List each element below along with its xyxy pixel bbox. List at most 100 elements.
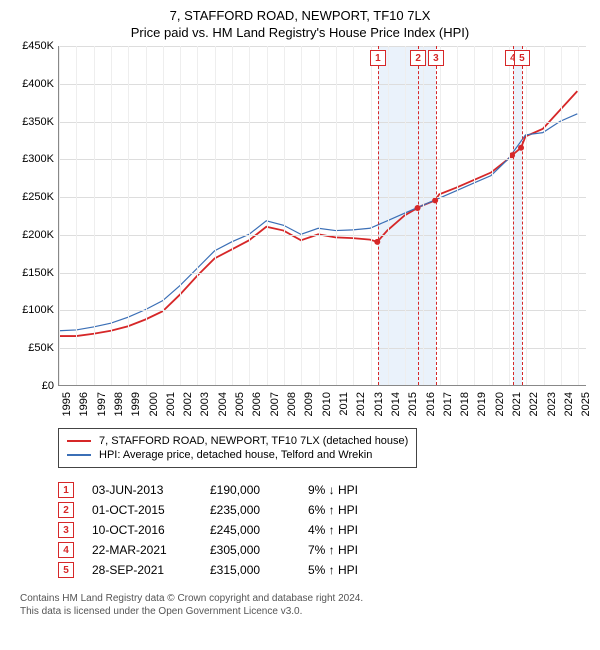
legend-label: 7, STAFFORD ROAD, NEWPORT, TF10 7LX (det…	[99, 435, 408, 447]
transaction-delta: 5% ↑ HPI	[308, 563, 418, 577]
y-axis: £0£50K£100K£150K£200K£250K£300K£350K£400…	[10, 46, 58, 386]
transaction-delta: 7% ↑ HPI	[308, 543, 418, 557]
x-tick-label: 2007	[269, 392, 281, 416]
x-tick-label: 2021	[511, 392, 523, 416]
transaction-row: 528-SEP-2021£315,0005% ↑ HPI	[58, 562, 590, 578]
x-tick-label: 2002	[182, 392, 194, 416]
x-tick-label: 2020	[494, 392, 506, 416]
gridline-v	[388, 46, 389, 385]
x-tick-label: 2011	[338, 392, 350, 416]
gridline-v	[561, 46, 562, 385]
x-tick-label: 2017	[442, 392, 454, 416]
legend-swatch	[67, 440, 91, 442]
legend-swatch	[67, 454, 91, 456]
x-tick-label: 2024	[563, 392, 575, 416]
gridline-h	[59, 159, 586, 160]
transaction-row: 103-JUN-2013£190,0009% ↓ HPI	[58, 482, 590, 498]
transaction-price: £235,000	[210, 503, 290, 517]
gridline-h	[59, 46, 586, 47]
gridline-v	[492, 46, 493, 385]
gridline-v	[526, 46, 527, 385]
transaction-row-badge: 5	[58, 562, 74, 578]
series-svg	[59, 46, 586, 385]
transaction-vline	[513, 46, 514, 385]
transaction-date: 10-OCT-2016	[92, 523, 192, 537]
gridline-v	[509, 46, 510, 385]
gridline-v	[301, 46, 302, 385]
y-tick-label: £400K	[22, 78, 54, 90]
transaction-date: 01-OCT-2015	[92, 503, 192, 517]
transaction-row-badge: 2	[58, 502, 74, 518]
x-tick-label: 2015	[407, 392, 419, 416]
gridline-h	[59, 122, 586, 123]
gridline-v	[423, 46, 424, 385]
chart-container: 7, STAFFORD ROAD, NEWPORT, TF10 7LX Pric…	[0, 0, 600, 650]
x-tick-label: 2010	[321, 392, 333, 416]
transaction-row-badge: 3	[58, 522, 74, 538]
y-tick-label: £450K	[22, 40, 54, 52]
x-tick-label: 1997	[96, 392, 108, 416]
gridline-v	[440, 46, 441, 385]
y-tick-label: £100K	[22, 304, 54, 316]
gridline-v	[180, 46, 181, 385]
transaction-delta: 9% ↓ HPI	[308, 483, 418, 497]
legend-row: HPI: Average price, detached house, Telf…	[67, 449, 408, 461]
x-tick-label: 2022	[528, 392, 540, 416]
transaction-delta: 4% ↑ HPI	[308, 523, 418, 537]
x-tick-label: 1998	[113, 392, 125, 416]
transaction-badge: 3	[428, 50, 444, 66]
gridline-v	[111, 46, 112, 385]
gridline-v	[336, 46, 337, 385]
gridline-v	[59, 46, 60, 385]
y-tick-label: £250K	[22, 191, 54, 203]
gridline-v	[76, 46, 77, 385]
gridline-v	[215, 46, 216, 385]
title-main: 7, STAFFORD ROAD, NEWPORT, TF10 7LX	[10, 8, 590, 23]
x-tick-label: 1996	[78, 392, 90, 416]
gridline-h	[59, 197, 586, 198]
transaction-date: 22-MAR-2021	[92, 543, 192, 557]
transaction-delta: 6% ↑ HPI	[308, 503, 418, 517]
x-tick-label: 2013	[373, 392, 385, 416]
y-tick-label: £0	[42, 380, 54, 392]
gridline-v	[163, 46, 164, 385]
x-tick-label: 2004	[217, 392, 229, 416]
transaction-vline	[378, 46, 379, 385]
transaction-badge: 5	[514, 50, 530, 66]
x-tick-label: 2025	[580, 392, 592, 416]
x-tick-label: 2014	[390, 392, 402, 416]
x-tick-label: 1995	[61, 392, 73, 416]
x-tick-label: 2009	[303, 392, 315, 416]
gridline-v	[146, 46, 147, 385]
y-tick-label: £350K	[22, 116, 54, 128]
title-sub: Price paid vs. HM Land Registry's House …	[10, 25, 590, 40]
transaction-price: £190,000	[210, 483, 290, 497]
legend-row: 7, STAFFORD ROAD, NEWPORT, TF10 7LX (det…	[67, 435, 408, 447]
x-tick-label: 2003	[199, 392, 211, 416]
titles: 7, STAFFORD ROAD, NEWPORT, TF10 7LX Pric…	[10, 8, 590, 40]
y-tick-label: £150K	[22, 267, 54, 279]
gridline-v	[371, 46, 372, 385]
transaction-vline	[418, 46, 419, 385]
gridline-v	[94, 46, 95, 385]
gridline-v	[405, 46, 406, 385]
x-tick-label: 2006	[251, 392, 263, 416]
legend-label: HPI: Average price, detached house, Telf…	[99, 449, 372, 461]
x-tick-label: 1999	[130, 392, 142, 416]
transaction-row-badge: 4	[58, 542, 74, 558]
x-tick-label: 2012	[355, 392, 367, 416]
transaction-date: 28-SEP-2021	[92, 563, 192, 577]
y-tick-label: £300K	[22, 153, 54, 165]
gridline-v	[284, 46, 285, 385]
transaction-badge: 2	[410, 50, 426, 66]
gridline-h	[59, 84, 586, 85]
x-tick-label: 2018	[459, 392, 471, 416]
x-tick-label: 2005	[234, 392, 246, 416]
x-tick-label: 2008	[286, 392, 298, 416]
gridline-v	[544, 46, 545, 385]
transactions-table: 103-JUN-2013£190,0009% ↓ HPI201-OCT-2015…	[58, 478, 590, 582]
gridline-h	[59, 235, 586, 236]
gridline-v	[232, 46, 233, 385]
transaction-row: 310-OCT-2016£245,0004% ↑ HPI	[58, 522, 590, 538]
gridline-h	[59, 273, 586, 274]
